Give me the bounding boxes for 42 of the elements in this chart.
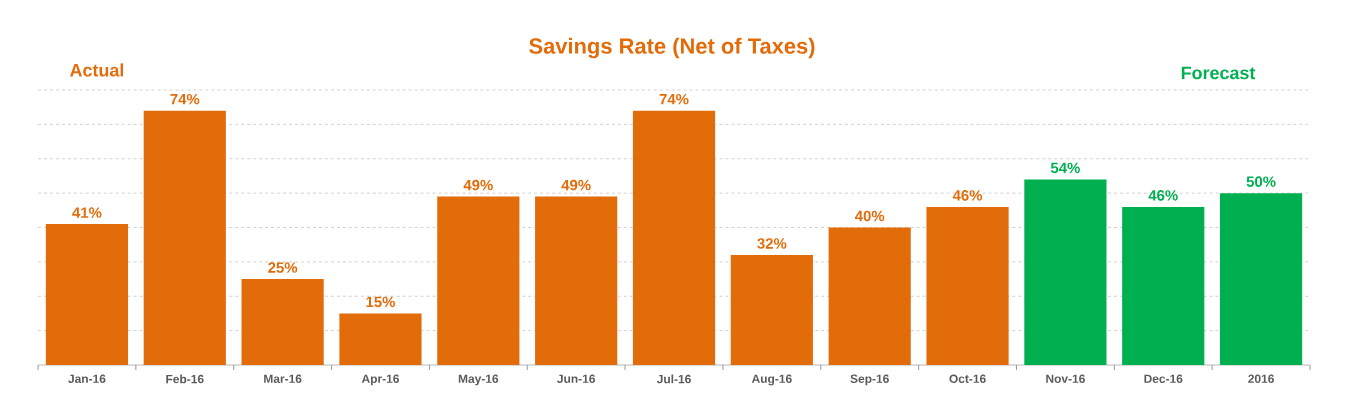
- x-tick-label: Jul-16: [656, 374, 691, 384]
- bar: [1219, 193, 1303, 365]
- data-label: 46%: [952, 190, 983, 201]
- x-tick-label: Apr-16: [361, 374, 399, 386]
- text: Actual: [69, 63, 124, 77]
- x-tick-label: Feb-16: [166, 374, 204, 384]
- bar: [143, 110, 226, 365]
- data-label: 54%: [1050, 162, 1080, 174]
- bar: [241, 279, 324, 365]
- bar: [535, 196, 618, 365]
- data-label: 46%: [1148, 190, 1178, 201]
- bar: [437, 196, 520, 365]
- x-tick-label: May-16: [458, 374, 499, 386]
- x-tick-label: Aug-16: [751, 374, 792, 386]
- data-label: 15%: [366, 296, 396, 308]
- x-tick-label: Oct-16: [949, 374, 986, 383]
- bar: [632, 110, 716, 365]
- bar: [926, 206, 1009, 365]
- data-label: 74%: [659, 93, 689, 105]
- x-tick-label: Jan-16: [68, 374, 106, 383]
- data-label: 49%: [463, 179, 493, 191]
- bar: [45, 224, 129, 365]
- x-tick-label: Sep-16: [850, 374, 889, 386]
- data-label: 41%: [72, 207, 102, 218]
- data-label: 50%: [1246, 176, 1276, 187]
- x-tick-label: Mar-16: [264, 374, 302, 383]
- data-label: 74%: [170, 93, 200, 105]
- bar: [1024, 179, 1107, 365]
- data-label: 25%: [268, 262, 298, 273]
- bar: [730, 255, 813, 365]
- bar: [1122, 206, 1205, 365]
- data-label: 40%: [854, 210, 885, 222]
- x-tick-label: Jun-16: [557, 374, 595, 383]
- bar: [828, 227, 911, 365]
- data-label: 32%: [757, 238, 787, 249]
- x-tick-label: Nov-16: [1046, 374, 1085, 383]
- bar: [339, 313, 422, 365]
- data-label: 49%: [561, 179, 591, 191]
- chart-title: Savings Rate (Net of Taxes): [529, 37, 815, 59]
- text: Forecast: [1181, 66, 1256, 80]
- x-tick-label: 2016: [1248, 374, 1274, 383]
- x-tick-label: Dec-16: [1144, 374, 1183, 383]
